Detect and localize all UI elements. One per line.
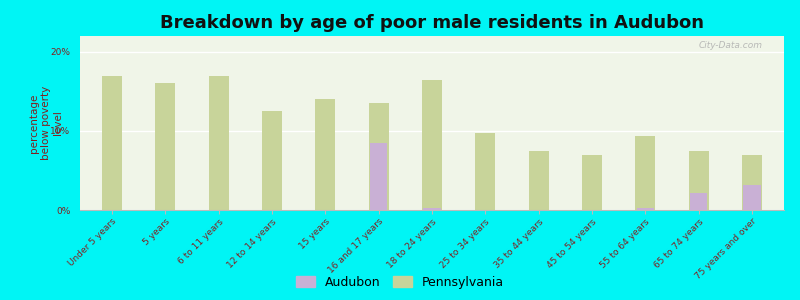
Bar bbox=[635, 136, 655, 210]
Legend: Audubon, Pennsylvania: Audubon, Pennsylvania bbox=[291, 271, 509, 294]
Bar bbox=[315, 99, 335, 210]
Bar bbox=[370, 143, 387, 210]
Bar bbox=[529, 151, 549, 210]
Bar bbox=[742, 154, 762, 210]
Bar bbox=[690, 193, 707, 210]
Bar bbox=[155, 83, 175, 210]
Bar bbox=[423, 208, 441, 210]
Bar bbox=[582, 154, 602, 210]
Y-axis label: percentage
below poverty
level: percentage below poverty level bbox=[30, 86, 62, 160]
Bar bbox=[209, 76, 229, 210]
Bar bbox=[689, 151, 709, 210]
Bar bbox=[743, 185, 761, 210]
Text: City-Data.com: City-Data.com bbox=[699, 41, 763, 50]
Bar bbox=[102, 76, 122, 210]
Bar bbox=[637, 208, 654, 210]
Bar bbox=[369, 103, 389, 210]
Bar bbox=[262, 111, 282, 210]
Title: Breakdown by age of poor male residents in Audubon: Breakdown by age of poor male residents … bbox=[160, 14, 704, 32]
Bar bbox=[422, 80, 442, 210]
Bar bbox=[475, 133, 495, 210]
